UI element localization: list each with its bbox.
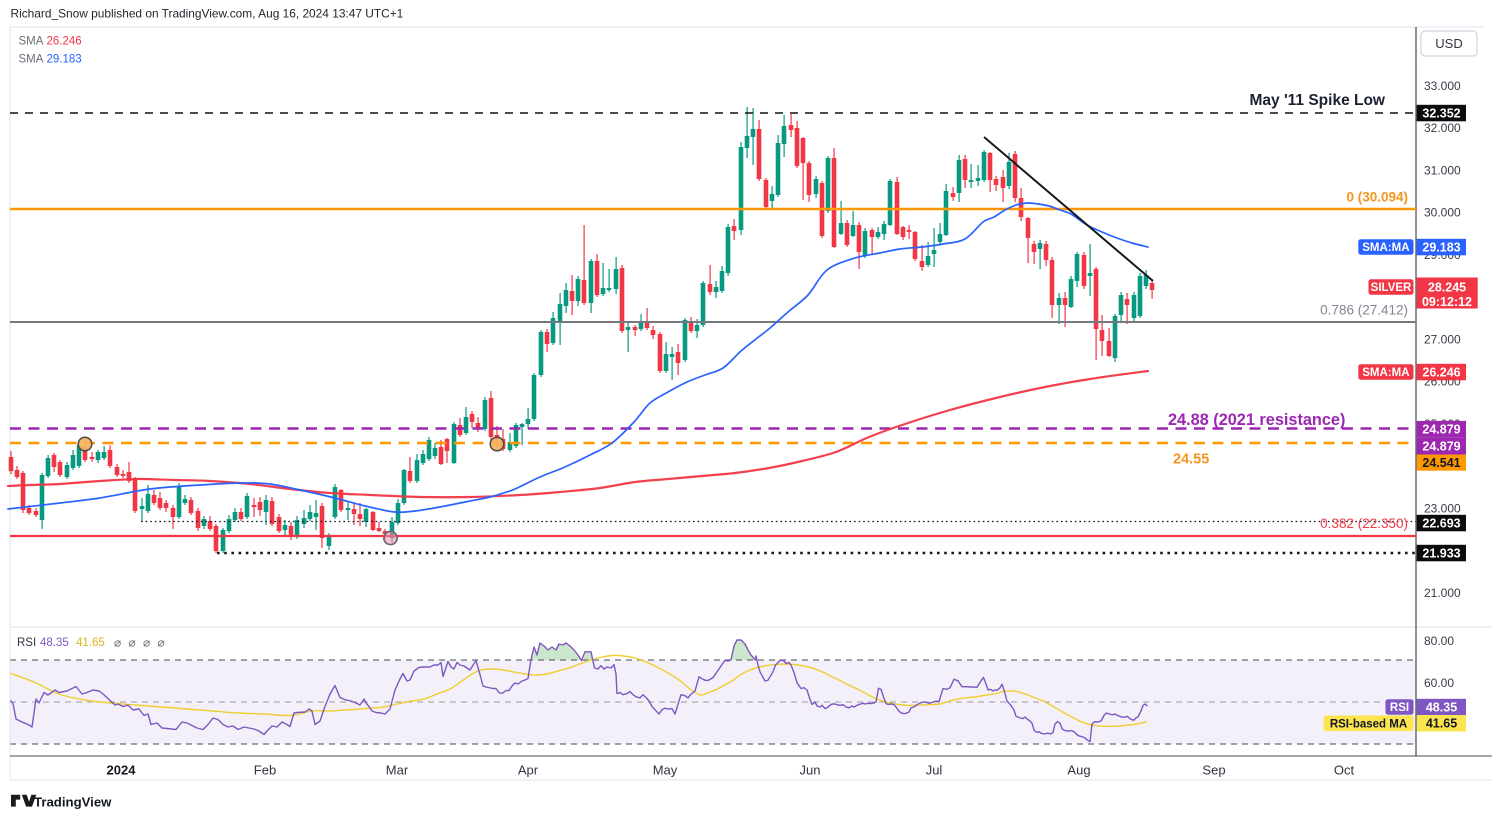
svg-text:24.541: 24.541 <box>1422 456 1460 470</box>
svg-text:RSI: RSI <box>1390 702 1409 714</box>
svg-text:26.246: 26.246 <box>47 36 82 48</box>
svg-text:09:12:12: 09:12:12 <box>1422 295 1472 309</box>
svg-text:32.352: 32.352 <box>1422 106 1460 120</box>
svg-text:Richard_Snow published on Trad: Richard_Snow published on TradingView.co… <box>11 7 404 21</box>
svg-text:SMA: SMA <box>19 54 44 66</box>
svg-text:SMA: SMA <box>19 36 44 48</box>
svg-text:SILVER: SILVER <box>1371 282 1412 294</box>
svg-text:SMA:MA: SMA:MA <box>1362 367 1409 379</box>
svg-text:Jul: Jul <box>926 763 943 778</box>
svg-text:32.000: 32.000 <box>1424 121 1461 135</box>
svg-text:21.000: 21.000 <box>1424 586 1461 600</box>
svg-text:41.65: 41.65 <box>1426 717 1457 731</box>
svg-text:24.879: 24.879 <box>1422 423 1460 437</box>
svg-text:30.000: 30.000 <box>1424 206 1461 220</box>
svg-text:TradingView: TradingView <box>34 795 112 810</box>
svg-text:48.35: 48.35 <box>40 637 69 649</box>
svg-text:27.000: 27.000 <box>1424 332 1461 346</box>
svg-text:31.000: 31.000 <box>1424 163 1461 177</box>
svg-text:0.786 (27.412): 0.786 (27.412) <box>1320 303 1408 318</box>
svg-text:80.00: 80.00 <box>1424 634 1454 648</box>
svg-text:⌀: ⌀ <box>114 636 121 650</box>
svg-text:⌀: ⌀ <box>158 636 165 650</box>
svg-text:2024: 2024 <box>107 763 137 778</box>
svg-text:May: May <box>653 763 678 778</box>
svg-text:29.183: 29.183 <box>47 54 82 66</box>
svg-text:USD: USD <box>1435 36 1462 51</box>
svg-text:48.35: 48.35 <box>1426 700 1457 714</box>
svg-text:33.000: 33.000 <box>1424 79 1461 93</box>
svg-text:0 (30.094): 0 (30.094) <box>1346 190 1408 205</box>
svg-text:RSI: RSI <box>17 637 36 649</box>
svg-text:RSI-based MA: RSI-based MA <box>1330 718 1407 730</box>
svg-text:22.693: 22.693 <box>1422 516 1460 530</box>
svg-text:SMA:MA: SMA:MA <box>1362 242 1409 254</box>
svg-text:Sep: Sep <box>1202 763 1225 778</box>
svg-text:24.88 (2021 resistance): 24.88 (2021 resistance) <box>1168 411 1345 429</box>
svg-text:May '11 Spike Low: May '11 Spike Low <box>1250 92 1386 109</box>
svg-text:21.933: 21.933 <box>1422 546 1460 560</box>
svg-text:24.879: 24.879 <box>1422 440 1460 454</box>
svg-text:Aug: Aug <box>1067 763 1090 778</box>
svg-text:Feb: Feb <box>254 763 276 778</box>
svg-text:26.246: 26.246 <box>1422 365 1460 379</box>
svg-text:Jun: Jun <box>800 763 821 778</box>
svg-text:⌀: ⌀ <box>143 636 150 650</box>
svg-text:Oct: Oct <box>1334 763 1355 778</box>
svg-text:28.245: 28.245 <box>1428 281 1466 295</box>
svg-text:29.183: 29.183 <box>1422 240 1460 254</box>
svg-text:23.000: 23.000 <box>1424 502 1461 516</box>
svg-text:60.00: 60.00 <box>1424 676 1454 690</box>
svg-text:⌀: ⌀ <box>129 636 136 650</box>
svg-text:24.55: 24.55 <box>1173 452 1209 468</box>
svg-text:Apr: Apr <box>518 763 539 778</box>
svg-text:Mar: Mar <box>386 763 409 778</box>
svg-text:0.382 (22.350): 0.382 (22.350) <box>1320 516 1408 531</box>
svg-text:41.65: 41.65 <box>76 637 105 649</box>
